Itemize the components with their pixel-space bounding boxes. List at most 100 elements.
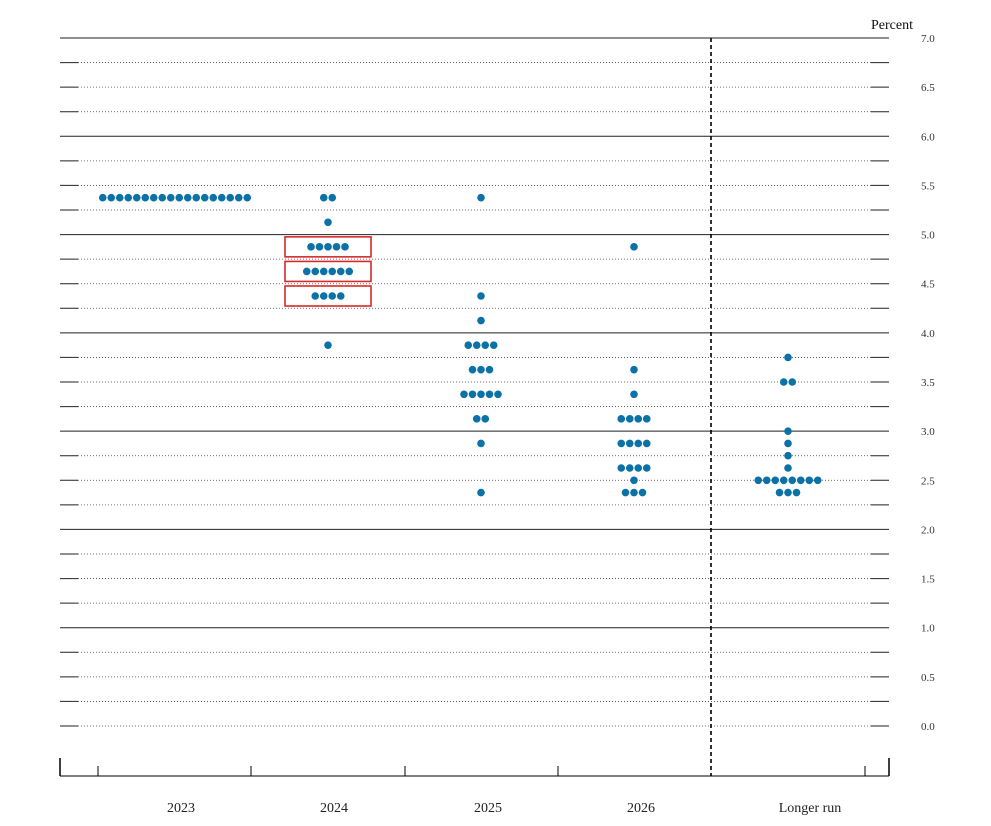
dot-point xyxy=(477,390,485,399)
dot-point xyxy=(625,439,634,448)
dot-point xyxy=(630,476,638,485)
dot-point xyxy=(494,390,502,399)
y-axis-unit-label: Percent xyxy=(871,18,913,33)
y-tick-label: 2.5 xyxy=(921,475,935,487)
dot-point xyxy=(642,439,651,448)
highlight-box xyxy=(284,285,372,307)
x-category-label: 2025 xyxy=(474,801,502,816)
dot-point xyxy=(481,415,490,423)
x-axis: 2023 2024 2025 2026 Longer run xyxy=(59,758,890,816)
dot-point xyxy=(634,439,643,448)
y-tick-label: 4.5 xyxy=(921,279,935,291)
x-category-label: Longer run xyxy=(779,801,842,816)
dot-point xyxy=(124,193,133,202)
dot-point xyxy=(332,243,341,251)
dot-point xyxy=(779,476,788,485)
dot-point xyxy=(175,193,184,202)
dot-point xyxy=(328,292,337,300)
dot-point xyxy=(328,193,337,202)
dot-point xyxy=(634,415,643,423)
dot-point xyxy=(642,415,651,423)
dot-point xyxy=(477,193,485,202)
dot-point xyxy=(192,193,201,202)
dot-point xyxy=(796,476,805,485)
dot-point xyxy=(779,378,788,386)
dot-point xyxy=(805,476,814,485)
dot-point xyxy=(630,243,638,251)
dot-point xyxy=(784,488,792,497)
dot-point xyxy=(345,267,354,276)
dot-point xyxy=(784,353,792,362)
dot-point xyxy=(243,193,252,202)
y-axis-tick-labels: 0.0 0.5 1.0 1.5 2.0 2.5 3.0 3.5 4.0 4.5 5.0 5.5 6.0 6… xyxy=(921,33,935,733)
dot-point xyxy=(341,243,349,251)
dot-point xyxy=(784,464,792,472)
dots xyxy=(98,193,822,497)
dot-point xyxy=(460,390,468,399)
dot-point xyxy=(311,292,320,300)
dot-point xyxy=(477,292,485,300)
dot-point xyxy=(784,451,792,460)
y-tick-label: 3.0 xyxy=(921,426,935,438)
dot-point xyxy=(324,243,332,251)
dot-point xyxy=(630,365,638,374)
y-tick-label: 4.0 xyxy=(921,328,935,340)
y-tick-label: 6.0 xyxy=(921,131,935,143)
dot-point xyxy=(307,243,315,251)
dot-point xyxy=(485,365,494,374)
x-category-label: 2026 xyxy=(627,801,655,816)
dot-point xyxy=(183,193,192,202)
dot-point xyxy=(630,488,638,497)
dot-point xyxy=(158,193,167,202)
highlight-box xyxy=(284,260,372,283)
y-tick-label: 0.5 xyxy=(921,672,935,684)
dot-point xyxy=(489,341,498,349)
y-tick-label: 5.0 xyxy=(921,230,935,242)
y-tick-label: 0.0 xyxy=(921,721,935,733)
dot-point xyxy=(788,476,797,485)
dot-point xyxy=(115,193,124,202)
grid-lines xyxy=(60,37,889,727)
dot-point xyxy=(630,390,638,399)
highlight-boxes xyxy=(284,236,372,307)
dot-point xyxy=(485,390,494,399)
dot-point xyxy=(784,427,792,435)
x-category-label: 2023 xyxy=(167,801,195,816)
dot-point xyxy=(319,292,328,300)
dot-point xyxy=(200,193,209,202)
dot-point xyxy=(226,193,235,202)
dot-point xyxy=(315,243,324,251)
dot-point xyxy=(788,378,797,386)
dot-point xyxy=(621,488,630,497)
dot-point xyxy=(209,193,218,202)
y-tick-label: 5.5 xyxy=(921,180,935,192)
dot-point xyxy=(617,439,626,448)
dot-point xyxy=(336,267,345,276)
dot-point xyxy=(792,488,801,497)
dot-point xyxy=(617,464,626,472)
dot-point xyxy=(166,193,175,202)
dot-point xyxy=(98,193,107,202)
dot-point xyxy=(625,415,634,423)
dot-point xyxy=(472,415,481,423)
y-tick-label: 1.0 xyxy=(921,623,935,635)
dot-point xyxy=(468,365,477,374)
dot-point xyxy=(107,193,116,202)
dot-point xyxy=(638,488,647,497)
dot-point xyxy=(132,193,141,202)
dot-point xyxy=(319,193,328,202)
highlight-box xyxy=(284,236,372,258)
dot-point xyxy=(481,341,490,349)
dot-point xyxy=(472,341,481,349)
y-tick-label: 2.0 xyxy=(921,524,935,536)
dot-point xyxy=(311,267,320,276)
x-category-label: 2024 xyxy=(320,801,348,816)
dot-point xyxy=(477,439,485,448)
y-tick-label: 3.5 xyxy=(921,377,935,389)
dot-point xyxy=(477,316,485,325)
dot-point xyxy=(141,193,150,202)
dot-point xyxy=(324,341,332,349)
dot-point xyxy=(319,267,328,276)
dot-point xyxy=(477,488,485,497)
